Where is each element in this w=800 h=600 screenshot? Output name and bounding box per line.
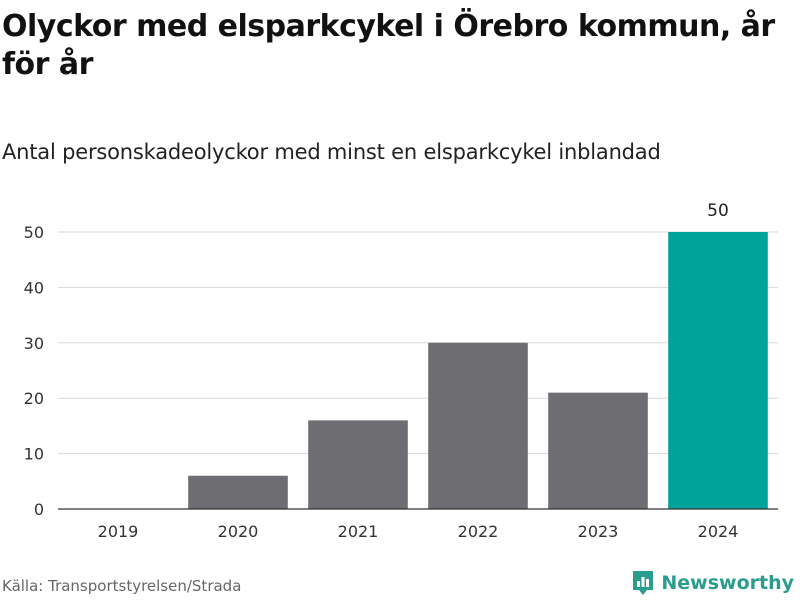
source-note: Källa: Transportstyrelsen/Strada bbox=[2, 577, 242, 595]
bar-2023 bbox=[548, 392, 648, 509]
data-label: 50 bbox=[707, 201, 729, 221]
bar-2022 bbox=[428, 342, 528, 509]
y-tick-label: 10 bbox=[24, 445, 44, 464]
y-tick-label: 30 bbox=[24, 334, 44, 353]
chart-subtitle: Antal personskadeolyckor med minst en el… bbox=[2, 140, 661, 164]
y-tick-label: 20 bbox=[24, 389, 44, 408]
bar-2021 bbox=[308, 420, 408, 509]
x-tick-label: 2020 bbox=[218, 522, 259, 541]
brand-logo: Newsworthy bbox=[631, 569, 794, 597]
y-tick-label: 40 bbox=[24, 278, 44, 297]
x-tick-label: 2021 bbox=[338, 522, 379, 541]
brand-name: Newsworthy bbox=[661, 572, 794, 594]
x-tick-label: 2019 bbox=[98, 522, 139, 541]
x-tick-label: 2022 bbox=[458, 522, 499, 541]
bar-2020 bbox=[188, 475, 288, 509]
bar-2024 bbox=[668, 232, 768, 509]
x-tick-label: 2024 bbox=[698, 522, 739, 541]
bar-chart: 0 10 20 30 40 50 2019 2020 2021 2022 2023 2024 50 bbox=[24, 201, 778, 541]
y-tick-label: 50 bbox=[24, 223, 44, 242]
x-tick-label: 2023 bbox=[578, 522, 619, 541]
chart-title: Olyckor med elsparkcykel i Örebro kommun… bbox=[2, 9, 775, 82]
newsworthy-logo-icon bbox=[633, 571, 654, 595]
y-tick-label: 0 bbox=[34, 500, 44, 519]
